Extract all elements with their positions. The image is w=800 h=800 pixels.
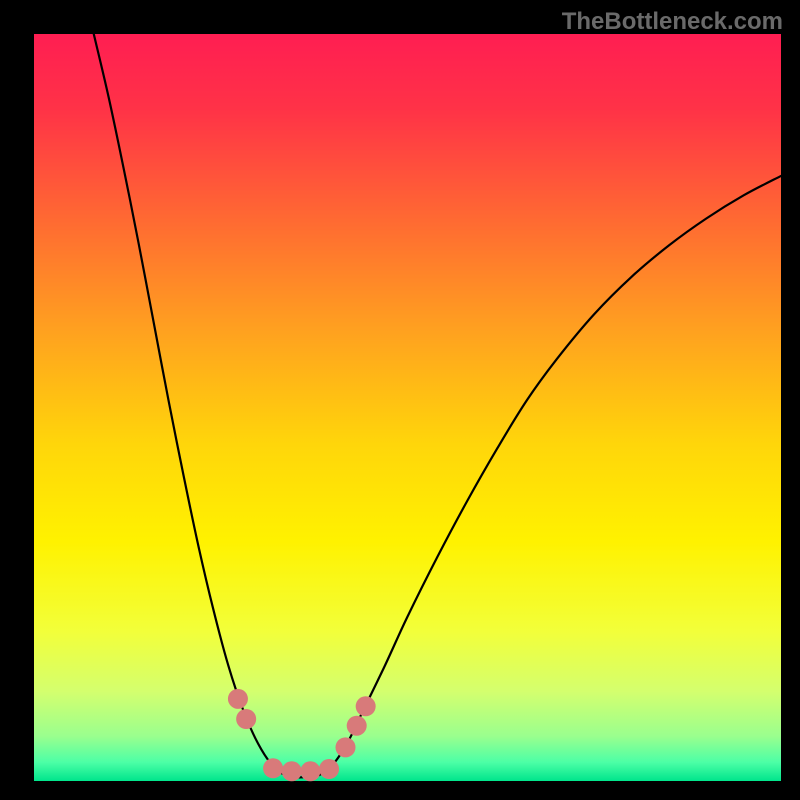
watermark-text: TheBottleneck.com bbox=[562, 8, 783, 36]
plot-area bbox=[34, 34, 781, 781]
chart-canvas: TheBottleneck.com bbox=[0, 0, 800, 800]
